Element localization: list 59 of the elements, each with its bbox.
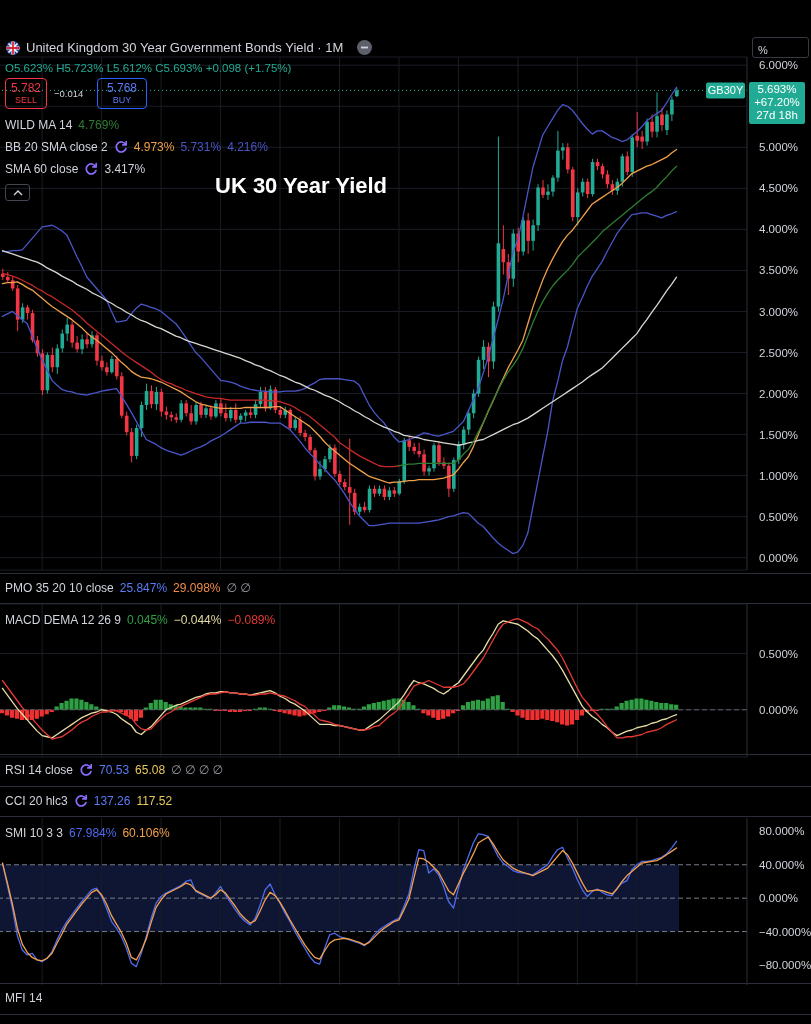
annotation: 3.417% — [104, 162, 146, 176]
ref-line-label: GB30Y — [707, 84, 744, 97]
annotation: SMA 60 close — [5, 162, 79, 176]
text: 117.52 — [136, 794, 173, 808]
text: MFI 14 — [5, 991, 43, 1005]
y-tick-label: 2.500% — [759, 346, 799, 359]
y-tick-label: 0.500% — [759, 510, 799, 523]
y-tick-label: −40.000% — [759, 925, 811, 938]
annotation: 60.106% — [122, 826, 170, 840]
y-tick-label: 0.000% — [759, 703, 799, 716]
annotation: 4.769% — [78, 118, 120, 132]
text: PMO 35 20 10 close — [5, 581, 114, 595]
text: ∅ ∅ ∅ ∅ — [171, 763, 223, 777]
annotation: −0.089% — [227, 613, 276, 627]
text: UK 30 Year Yield — [215, 173, 388, 199]
annotation: 5.731% — [180, 140, 222, 154]
annotation: 5.782 — [10, 81, 42, 95]
text: 25.847% — [119, 581, 168, 595]
annotation: BUY — [112, 95, 132, 106]
y-tick-label: 1.000% — [759, 469, 799, 482]
annotation: −0.014 — [54, 88, 84, 99]
annotation: 4.216% — [227, 140, 268, 154]
y-tick-label: 40.000% — [759, 858, 805, 871]
y-tick-label: 1.500% — [759, 428, 799, 441]
price-tag: 5.693% +67.20% 27d 18h — [749, 82, 805, 125]
y-tick-label: 5.000% — [759, 141, 799, 154]
sell-button: 5.782 SELL — [5, 78, 47, 109]
y-tick-label: 80.000% — [759, 825, 805, 838]
annotation: O5.623% H5.723% L5.612% C5.693% +0.098 (+1.75%) — [5, 61, 292, 75]
annotation: SMI 10 3 3 — [5, 826, 64, 840]
chart-subtitle: United Kingdom 30 Year Government Bonds Yield · 1M — [26, 40, 344, 55]
annotation: −0.044% — [173, 613, 222, 627]
buy-button: 5.768 BUY — [97, 78, 147, 109]
y-tick-label: 2.000% — [759, 387, 799, 400]
y-tick-label: 0.000% — [759, 551, 799, 564]
annotation: MACD DEMA 12 26 9 — [5, 613, 122, 627]
annotation: SELL — [14, 95, 38, 106]
text: 137.26 — [93, 794, 131, 808]
text: 29.098% — [173, 581, 221, 595]
text: ∅ ∅ — [226, 581, 251, 595]
y-tick-label: 0.000% — [759, 892, 799, 905]
y-tick-label: 3.500% — [759, 264, 799, 277]
annotation: 4.973% — [133, 140, 175, 154]
text: 65.08 — [135, 763, 166, 777]
y-tick-label: 4.500% — [759, 182, 799, 195]
annotation: 5.768 — [106, 81, 138, 95]
y-tick-label: 3.000% — [759, 305, 799, 318]
text: RSI 14 close — [5, 763, 74, 777]
y-tick-label: 4.000% — [759, 223, 799, 236]
annotation: WILD MA 14 — [5, 118, 73, 132]
y-tick-label: 6.000% — [759, 59, 799, 72]
annotation: BB 20 SMA close 2 — [5, 140, 108, 154]
y-tick-label: −80.000% — [759, 959, 811, 972]
text: CCI 20 hlc3 — [5, 794, 68, 808]
unit-field: % — [752, 37, 809, 58]
annotation: 67.984% — [69, 826, 117, 840]
y-tick-label: 0.500% — [759, 647, 799, 660]
text: 70.53 — [99, 763, 130, 777]
annotation: 0.045% — [127, 613, 168, 627]
